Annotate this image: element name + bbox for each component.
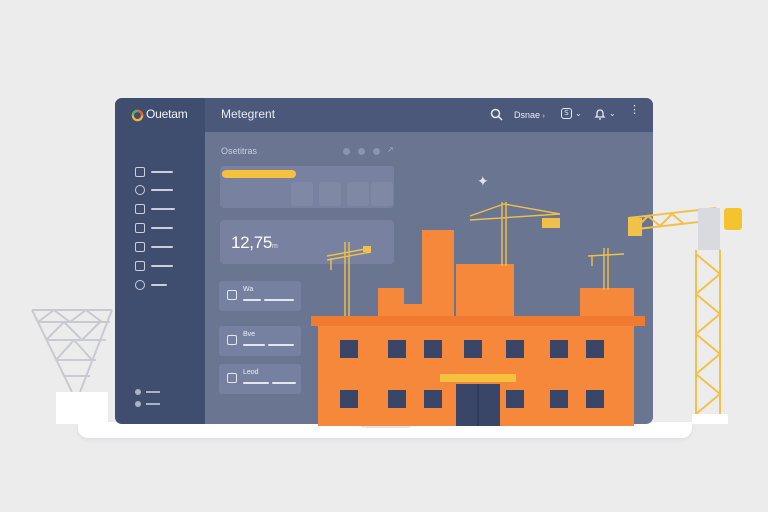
sidebar-item-label: [151, 208, 175, 210]
sidebar-item-label: [151, 171, 173, 173]
chevron-down-icon[interactable]: ⌄: [609, 109, 616, 118]
sparkle-icon: ✦: [477, 174, 489, 190]
sidebar-item-home[interactable]: [135, 167, 195, 179]
more-icon[interactable]: ⋮: [629, 104, 640, 116]
dot-icon[interactable]: [358, 148, 365, 155]
menu-dropdown-label: Dsnae: [514, 110, 541, 120]
chart-icon: [135, 223, 145, 233]
laptop-base: [78, 422, 692, 438]
view-toggle[interactable]: S: [561, 108, 572, 119]
crane-small-center: [469, 202, 561, 266]
sidebar-item-time[interactable]: [135, 185, 195, 197]
building-illustration: [311, 230, 645, 426]
section-label: Osetitras: [221, 146, 258, 156]
bell-icon[interactable]: [594, 108, 606, 120]
list-card[interactable]: Bve: [219, 326, 301, 356]
sidebar-item-grid[interactable]: [135, 242, 195, 254]
grid-icon: [135, 242, 145, 252]
settings-icon: [135, 280, 145, 290]
crane-small-right: [587, 248, 625, 290]
list-card[interactable]: Wa: [219, 281, 301, 311]
mini-tile: [347, 182, 369, 206]
document-icon: [227, 290, 237, 300]
home-icon: [135, 167, 145, 177]
mini-tile: [319, 182, 341, 206]
mini-tile: [371, 182, 393, 206]
tower-base-left: [56, 392, 108, 424]
sidebar-footer-logout[interactable]: [135, 400, 165, 408]
time-card: [220, 220, 394, 264]
laptop-notch: [360, 424, 412, 428]
pin-icon[interactable]: ↗: [387, 145, 394, 154]
dot-icon[interactable]: [373, 148, 380, 155]
calendar-icon: [135, 204, 145, 214]
tower-crane-right: [627, 207, 742, 424]
app-logo-text: Ouetam: [146, 107, 188, 121]
chevron-down-icon[interactable]: ⌄: [575, 109, 582, 118]
progress-bar: [222, 170, 296, 178]
file-icon: [227, 373, 237, 383]
crane-small-left: [326, 242, 372, 316]
sidebar-item-label: [151, 246, 173, 248]
list-card[interactable]: Leod: [219, 364, 301, 394]
sidebar-footer-help[interactable]: [135, 388, 165, 396]
sidebar-item-label: [151, 227, 173, 229]
top-bar: Metegrent Dsnae › S ⌄ ⌄ ⋮: [205, 98, 653, 132]
image-icon: [227, 335, 237, 345]
sidebar: Ouetam: [115, 98, 205, 424]
dot-icon[interactable]: [343, 148, 350, 155]
sidebar-item-settings[interactable]: [135, 280, 195, 292]
chevron-right-icon: ›: [542, 113, 545, 120]
sidebar-item-label: [151, 189, 173, 191]
help-icon: [135, 389, 141, 395]
search-icon[interactable]: [490, 108, 503, 121]
mini-tile: [291, 182, 313, 206]
list-card-title: Bve: [243, 331, 256, 338]
menu-dropdown[interactable]: Dsnae ›: [514, 110, 545, 120]
time-display: 12,75m: [231, 233, 278, 253]
page-title: Metegrent: [221, 107, 276, 121]
sidebar-item-calendar[interactable]: [135, 204, 195, 216]
list-card-title: Wa: [243, 286, 254, 293]
time-value: 12,75: [231, 233, 273, 252]
time-unit: m: [272, 243, 278, 250]
list-card-title: Leod: [243, 369, 259, 376]
logo-icon: [131, 109, 144, 122]
sidebar-item-chart[interactable]: [135, 223, 195, 235]
sidebar-item-label: [151, 265, 173, 267]
tower-lattice-left: [31, 309, 113, 393]
sidebar-item-document[interactable]: [135, 261, 195, 273]
logout-icon: [135, 401, 141, 407]
document-icon: [135, 261, 145, 271]
clock-icon: [135, 185, 145, 195]
sidebar-item-label: [151, 284, 167, 286]
